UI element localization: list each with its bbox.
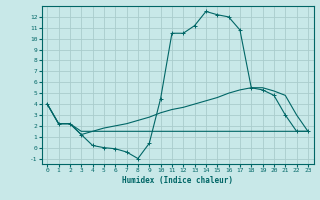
X-axis label: Humidex (Indice chaleur): Humidex (Indice chaleur) (122, 176, 233, 185)
